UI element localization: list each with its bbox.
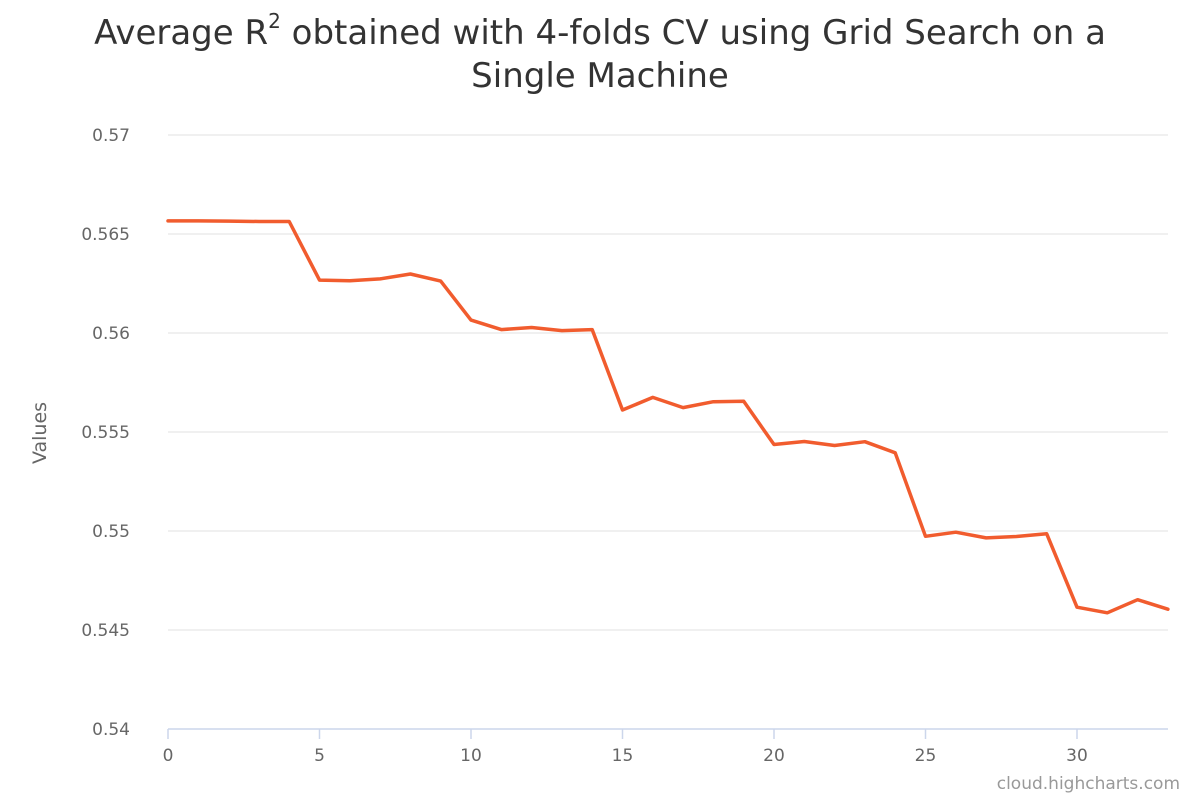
data-point[interactable] [586, 324, 598, 336]
data-point[interactable] [556, 325, 568, 337]
data-point[interactable] [526, 321, 538, 333]
chart-title-superscript: 2 [268, 8, 281, 33]
data-point[interactable] [314, 274, 326, 286]
y-tick-label: 0.57 [92, 126, 130, 146]
y-axis-ticks: 0.54 0.545 0.55 0.555 0.56 0.565 0.57 [81, 126, 130, 740]
data-point[interactable] [1071, 601, 1083, 613]
data-point[interactable] [223, 215, 235, 227]
series-group [162, 215, 1174, 619]
series-line[interactable] [166, 219, 1170, 615]
x-tick-label: 15 [612, 746, 634, 766]
grid-lines [168, 134, 1168, 631]
x-tick-label: 0 [163, 746, 174, 766]
data-point[interactable] [859, 436, 871, 448]
y-tick-label: 0.54 [92, 720, 130, 740]
data-point[interactable] [1041, 528, 1053, 540]
chart-title-line2: Single Machine [471, 56, 729, 96]
data-point[interactable] [798, 436, 810, 448]
y-axis-label: Values [29, 402, 51, 464]
data-point[interactable] [950, 526, 962, 538]
data-point[interactable] [1162, 603, 1174, 615]
data-point[interactable] [253, 216, 265, 228]
data-point[interactable] [1010, 531, 1022, 543]
x-tick-label: 10 [460, 746, 482, 766]
y-tick-label: 0.565 [81, 225, 130, 245]
chart-title-main: Average R [94, 13, 269, 53]
data-point[interactable] [374, 273, 386, 285]
y-tick-label: 0.56 [92, 324, 130, 344]
x-tick-label: 25 [915, 746, 937, 766]
x-tick-label: 5 [314, 746, 325, 766]
data-point[interactable] [162, 215, 174, 227]
data-point[interactable] [647, 391, 659, 403]
data-point[interactable] [192, 215, 204, 227]
y-tick-label: 0.55 [92, 522, 130, 542]
data-point[interactable] [677, 402, 689, 414]
x-axis: 0 5 10 15 20 25 30 [163, 728, 1168, 766]
data-point[interactable] [404, 268, 416, 280]
data-point[interactable] [1101, 607, 1113, 619]
data-point[interactable] [1132, 594, 1144, 606]
y-tick-label: 0.545 [81, 621, 130, 641]
data-point[interactable] [283, 216, 295, 228]
chart-title-rest: obtained with 4-folds CV using Grid Sear… [280, 13, 1106, 53]
data-point[interactable] [829, 439, 841, 451]
data-point[interactable] [920, 530, 932, 542]
data-point[interactable] [768, 438, 780, 450]
data-point[interactable] [435, 275, 447, 287]
data-point[interactable] [707, 396, 719, 408]
data-point[interactable] [344, 275, 356, 287]
chart-title: Average R2 obtained with 4-folds CV usin… [0, 8, 1200, 98]
data-point[interactable] [465, 314, 477, 326]
data-point[interactable] [617, 404, 629, 416]
x-tick-label: 30 [1066, 746, 1088, 766]
y-tick-label: 0.555 [81, 423, 130, 443]
data-point[interactable] [495, 324, 507, 336]
data-point[interactable] [889, 447, 901, 459]
x-tick-label: 20 [763, 746, 785, 766]
data-point[interactable] [980, 532, 992, 544]
credits-link[interactable]: cloud.highcharts.com [996, 774, 1180, 794]
data-point[interactable] [738, 395, 750, 407]
